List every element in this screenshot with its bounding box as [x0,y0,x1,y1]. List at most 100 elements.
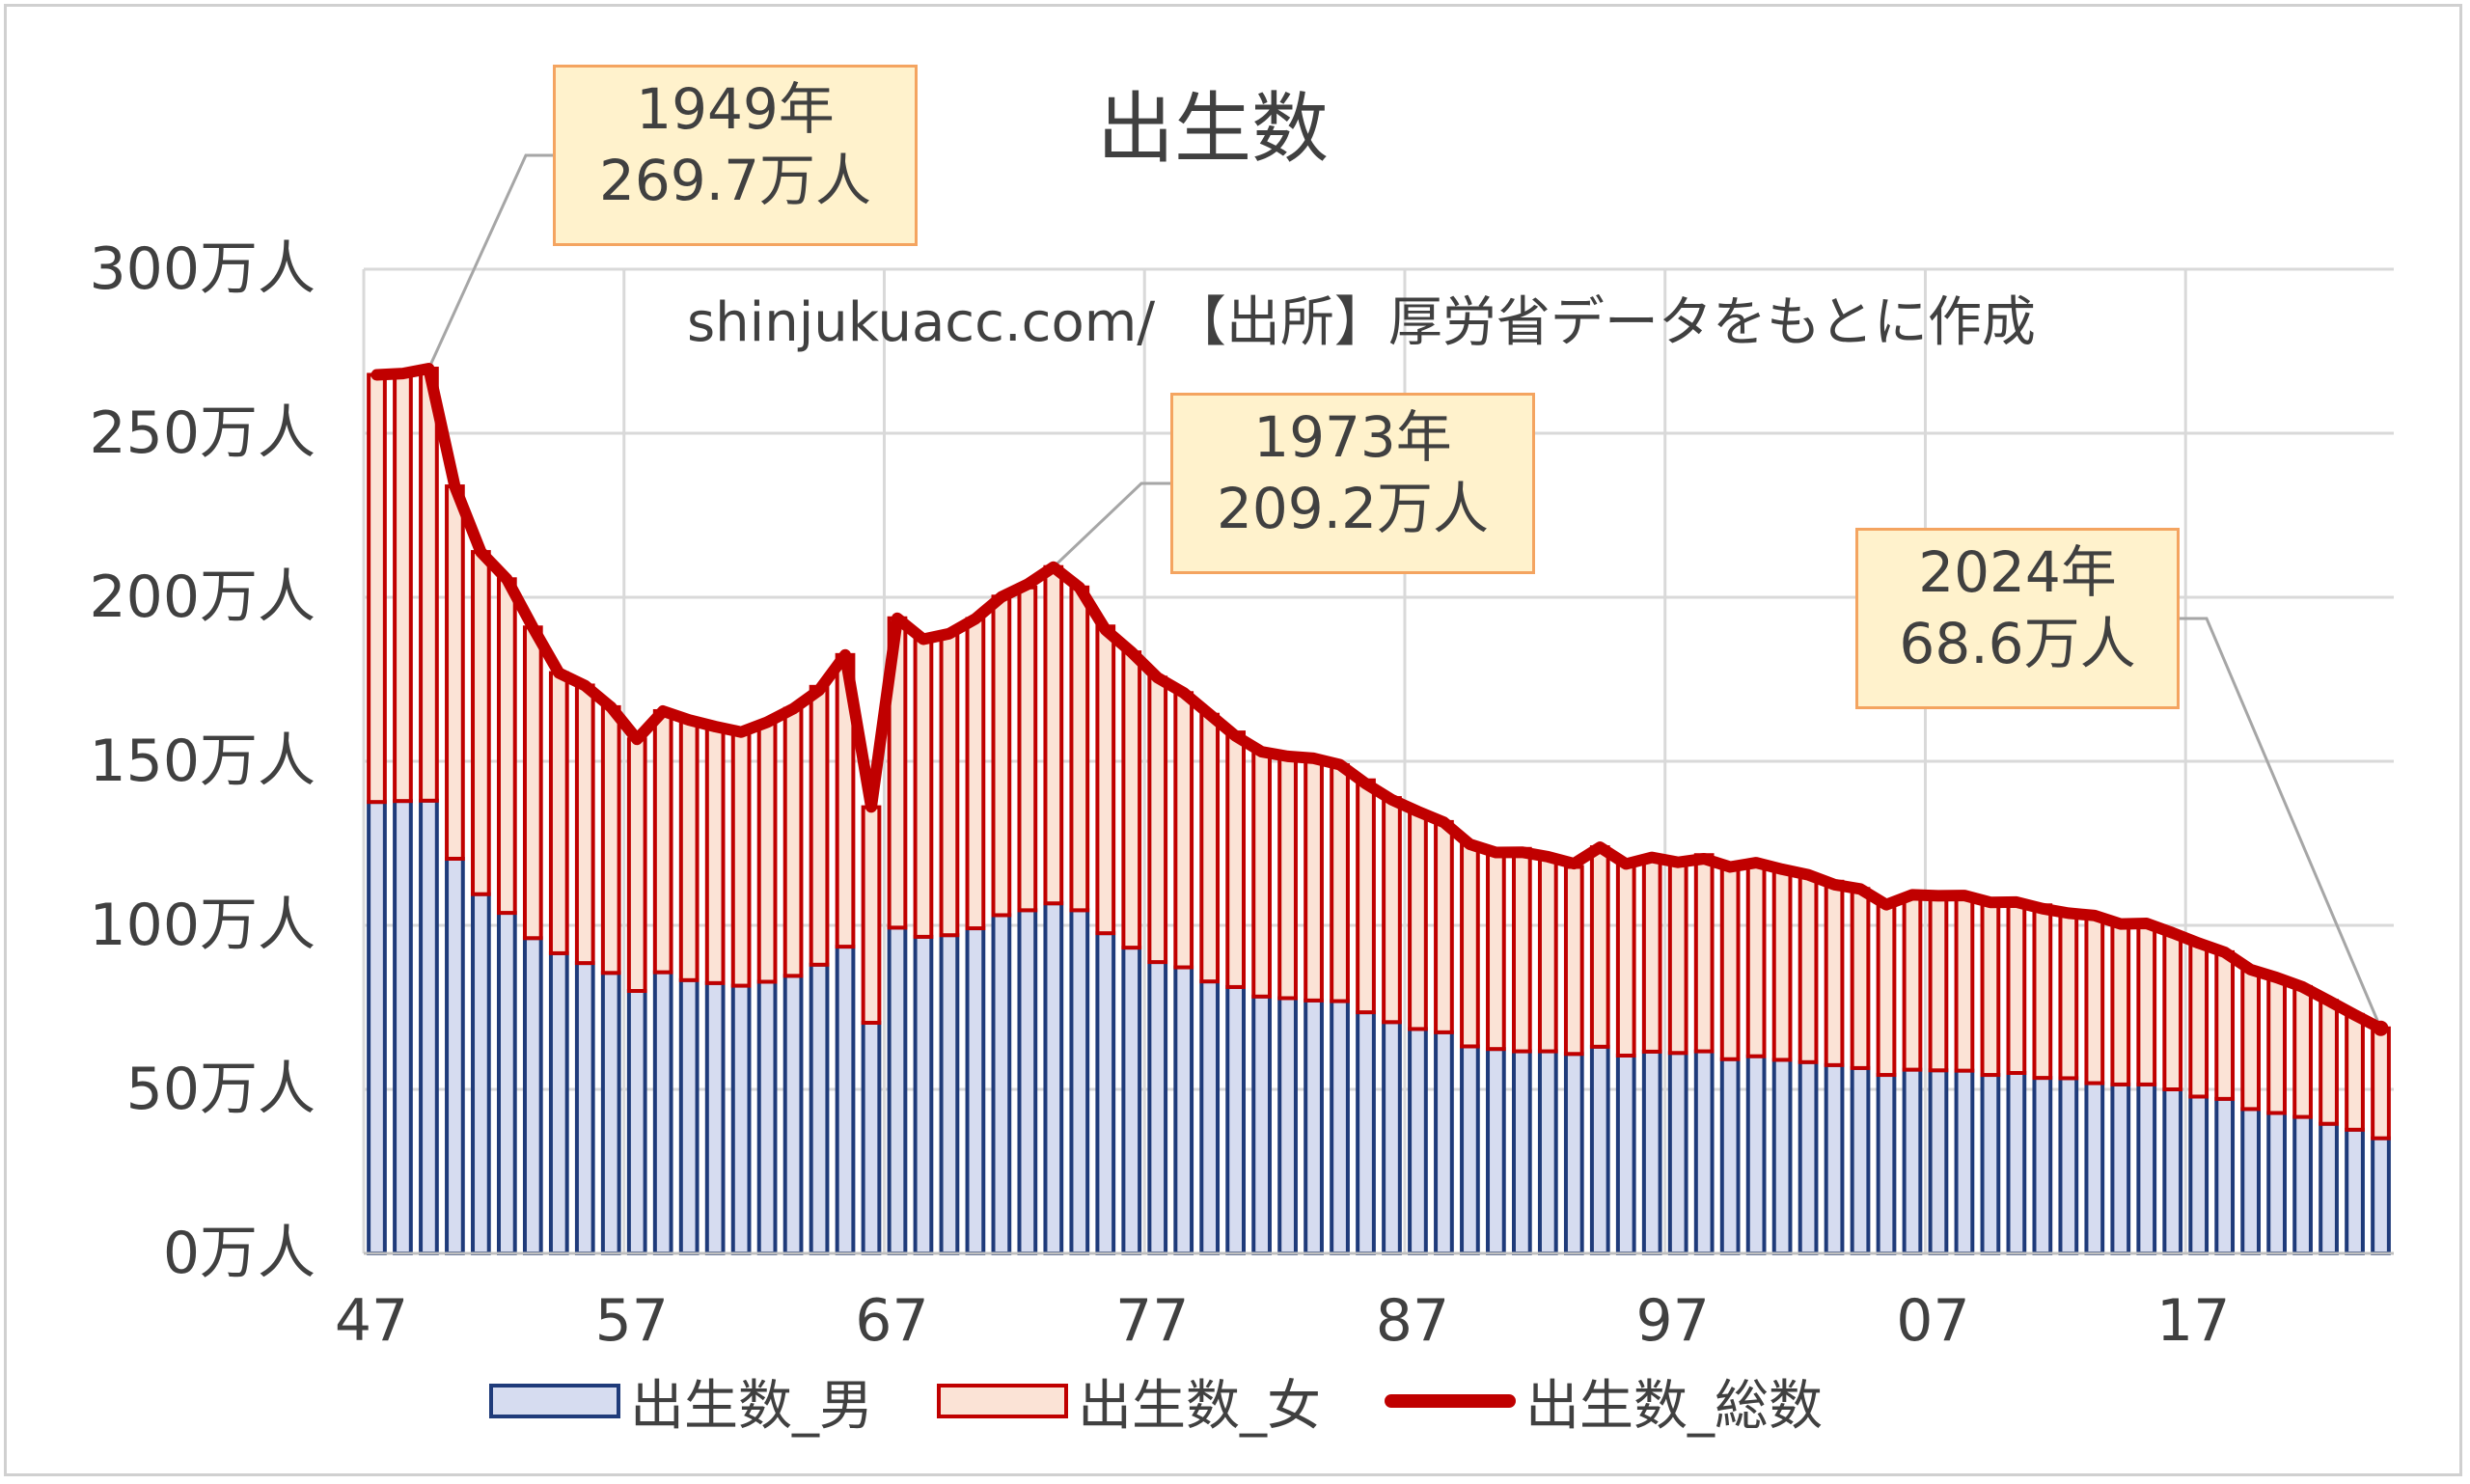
bar-female [496,577,517,916]
bar-male [2188,1094,2209,1255]
bar-female [1356,778,1376,1015]
bar-male [522,936,543,1255]
y-tick-label: 100万人 [89,892,316,959]
bar-male [861,1020,882,1255]
bar-female [2240,969,2262,1112]
bar-female [522,625,543,941]
bar-female [1043,564,1064,906]
line-endpoint [2373,1020,2389,1036]
x-tick-label: 77 [1115,1287,1189,1355]
bar-male [2240,1107,2262,1256]
y-tick-label: 0万人 [163,1220,316,1287]
bar-female [1382,796,1402,1025]
bar-female [1641,855,1662,1054]
bar-female [756,720,778,984]
bar-female [652,708,673,975]
bar-female [782,706,804,978]
bar-female [367,372,387,805]
bar-male [2032,1076,2053,1255]
bar-female [1304,756,1324,1003]
bar-female [2084,914,2105,1086]
callout-value: 68.6万人 [1899,611,2136,676]
bar-male [600,971,621,1255]
bar-male [1641,1049,1662,1256]
bar-female [1173,691,1194,970]
legend-label-female: 出生数_女 [1078,1374,1321,1438]
bar-male [1304,998,1324,1255]
callout-leader-line [2180,617,2382,1030]
bar-female [1719,865,1741,1061]
bar-female [1277,753,1298,1001]
bar-female [1017,585,1038,913]
callout-leader-line [1052,481,1170,568]
callout-year: 1949年 [636,76,835,142]
bar-male [445,856,465,1255]
bar-male [1147,960,1168,1256]
bar-male [782,974,804,1255]
bar-male [1069,908,1090,1255]
legend-label-male: 出生数_男 [630,1374,873,1438]
bar-female [991,594,1012,918]
bar-female [2188,941,2209,1099]
bar-female [2032,903,2053,1081]
bar-male [913,934,934,1256]
bar-male [1824,1062,1845,1255]
bar-male [393,799,413,1255]
bar-male [2162,1087,2183,1255]
bar-male [1902,1067,1923,1255]
bar-male [1095,931,1116,1255]
bar-male [2214,1096,2236,1255]
bar-female [419,367,439,803]
bar-female [1902,893,1923,1072]
bar-male [1876,1073,1897,1256]
bar-male [1615,1053,1636,1255]
bar-male [1408,1027,1428,1255]
bar-male [652,970,673,1255]
bar-male [2084,1081,2105,1256]
bar-female [704,724,726,985]
bar-male [730,983,752,1255]
bar-male [1330,999,1350,1256]
y-tick-label: 50万人 [126,1056,316,1123]
bar-male [2058,1076,2079,1255]
bar-male [1382,1020,1402,1256]
bar-female [2214,949,2236,1101]
legend-swatch-total [1385,1394,1516,1408]
bar-male [1225,984,1247,1255]
x-tick-label: 67 [855,1287,928,1355]
bar-male [1798,1059,1819,1256]
bar-male [1745,1054,1767,1256]
bar-male [939,933,960,1255]
bar-male [626,989,647,1255]
bar-female [965,617,986,931]
legend-item-male: 出生数_男 [489,1362,873,1441]
bar-male [1251,994,1272,1256]
source-note: shinjukuacc.com/ 【出所】厚労省データをもとに作成 [687,291,2036,354]
bar-male [1434,1030,1454,1255]
bar-female [1667,861,1688,1056]
bar-male [1121,946,1142,1255]
legend-label-total: 出生数_総数 [1525,1374,1823,1438]
bar-male [1173,965,1194,1256]
legend-item-total: 出生数_総数 [1385,1362,1823,1441]
bar-male [1199,979,1221,1255]
bar-male [887,925,908,1255]
bar-male [1537,1049,1558,1256]
bar-male [1954,1068,1975,1255]
bar-male [2266,1111,2287,1255]
bar-female [1147,675,1168,965]
y-tick-label: 200万人 [89,563,316,631]
bar-male [1719,1057,1741,1255]
bar-female [1330,763,1350,1003]
callout-year: 1973年 [1253,404,1452,470]
x-tick-label: 17 [2156,1287,2230,1355]
bar-female [1434,819,1454,1034]
callout-1973-peak: 1973年 209.2万人 [1170,393,1535,574]
bar-female [1069,585,1090,913]
legend-item-female: 出生数_女 [937,1362,1321,1441]
bar-female [626,737,647,993]
callout-leader-line [427,153,553,370]
legend-swatch-male [489,1384,620,1418]
bar-female [445,484,465,861]
callout-year: 2024年 [1918,539,2117,605]
